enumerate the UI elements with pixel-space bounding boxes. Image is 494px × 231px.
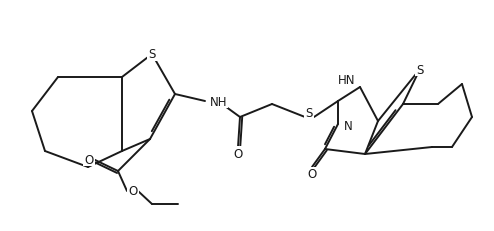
Text: O: O (128, 185, 138, 198)
Text: O: O (307, 168, 317, 181)
Text: S: S (416, 63, 424, 76)
Text: S: S (148, 48, 156, 61)
Text: S: S (305, 107, 313, 120)
Text: HN: HN (337, 73, 355, 86)
Text: N: N (344, 120, 353, 133)
Text: NH: NH (210, 95, 228, 108)
Text: O: O (233, 147, 243, 160)
Text: O: O (84, 153, 94, 166)
